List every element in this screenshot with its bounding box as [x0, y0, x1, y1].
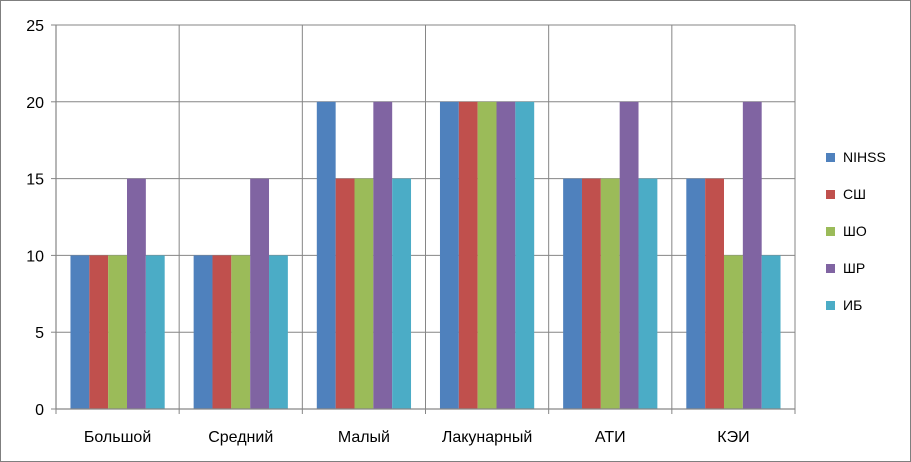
- bar-СШ-КЭИ: [705, 178, 724, 409]
- legend-swatch-ШО: [826, 227, 835, 236]
- legend-label: ИБ: [843, 297, 862, 313]
- legend: NIHSS СШ ШО ШР ИБ: [826, 149, 886, 313]
- bar-ШР-Малый: [373, 101, 393, 410]
- bar-ИБ-Большой: [145, 255, 165, 409]
- legend-label: NIHSS: [843, 149, 886, 165]
- legend-swatch-СШ: [826, 190, 835, 199]
- y-tick-label: 0: [35, 402, 44, 419]
- bar-ШР-Средний: [250, 178, 270, 409]
- gridlines: [55, 24, 796, 410]
- bar-NIHSS-Большой: [70, 255, 90, 409]
- legend-label: ШР: [843, 260, 865, 276]
- x-tick-label: Средний: [208, 429, 273, 446]
- bar-ИБ-Средний: [269, 255, 288, 409]
- x-tick-label: КЭИ: [717, 429, 749, 446]
- bar-СШ-Средний: [212, 255, 232, 409]
- x-tick-label: Малый: [338, 429, 390, 446]
- bar-ШО-Лакунарный: [477, 101, 497, 410]
- legend-label: СШ: [843, 186, 866, 202]
- x-tick-label: АТИ: [595, 429, 626, 446]
- bar-NIHSS-Лакунарный: [439, 101, 459, 410]
- bar-ШО-Большой: [108, 255, 128, 409]
- legend-swatch-ИБ: [826, 301, 835, 310]
- y-tick-label: 10: [26, 248, 44, 265]
- y-tick-label: 25: [26, 18, 44, 35]
- y-tick-label: 15: [26, 172, 44, 189]
- bar-ШО-Малый: [354, 178, 374, 409]
- bar-NIHSS-КЭИ: [686, 178, 706, 409]
- x-axis-tick-labels: Большой Средний Малый Лакунарный АТИ КЭИ: [84, 429, 750, 446]
- bar-ШР-Лакунарный: [496, 101, 516, 410]
- bar-ИБ-Лакунарный: [515, 101, 535, 410]
- bar-NIHSS-АТИ: [563, 178, 582, 409]
- bar-ИБ-Малый: [392, 178, 412, 409]
- y-axis-tick-labels: 0 5 10 15 20 25: [26, 18, 44, 419]
- bars: [70, 101, 781, 410]
- bar-ШО-АТИ: [600, 178, 620, 409]
- bar-ШР-Большой: [127, 178, 146, 409]
- bar-NIHSS-Средний: [193, 255, 213, 409]
- bar-ШР-КЭИ: [742, 101, 762, 410]
- bar-ИБ-АТИ: [638, 178, 658, 409]
- y-tick-label: 20: [26, 95, 44, 112]
- bar-СШ-Лакунарный: [458, 101, 478, 410]
- bar-ИБ-КЭИ: [761, 255, 781, 409]
- bar-NIHSS-Малый: [316, 101, 336, 410]
- axes: [51, 24, 796, 414]
- bar-ШО-КЭИ: [723, 255, 743, 409]
- x-tick-label: Большой: [84, 429, 151, 446]
- legend-swatch-NIHSS: [826, 153, 835, 162]
- bar-ШО-Средний: [231, 255, 251, 409]
- legend-swatch-ШР: [826, 264, 835, 273]
- bar-СШ-Малый: [335, 178, 355, 409]
- y-tick-label: 5: [35, 325, 44, 342]
- bar-СШ-Большой: [89, 255, 109, 409]
- bar-СШ-АТИ: [581, 178, 601, 409]
- legend-label: ШО: [843, 223, 867, 239]
- x-tick-label: Лакунарный: [442, 429, 532, 446]
- bar-ШР-АТИ: [619, 101, 639, 410]
